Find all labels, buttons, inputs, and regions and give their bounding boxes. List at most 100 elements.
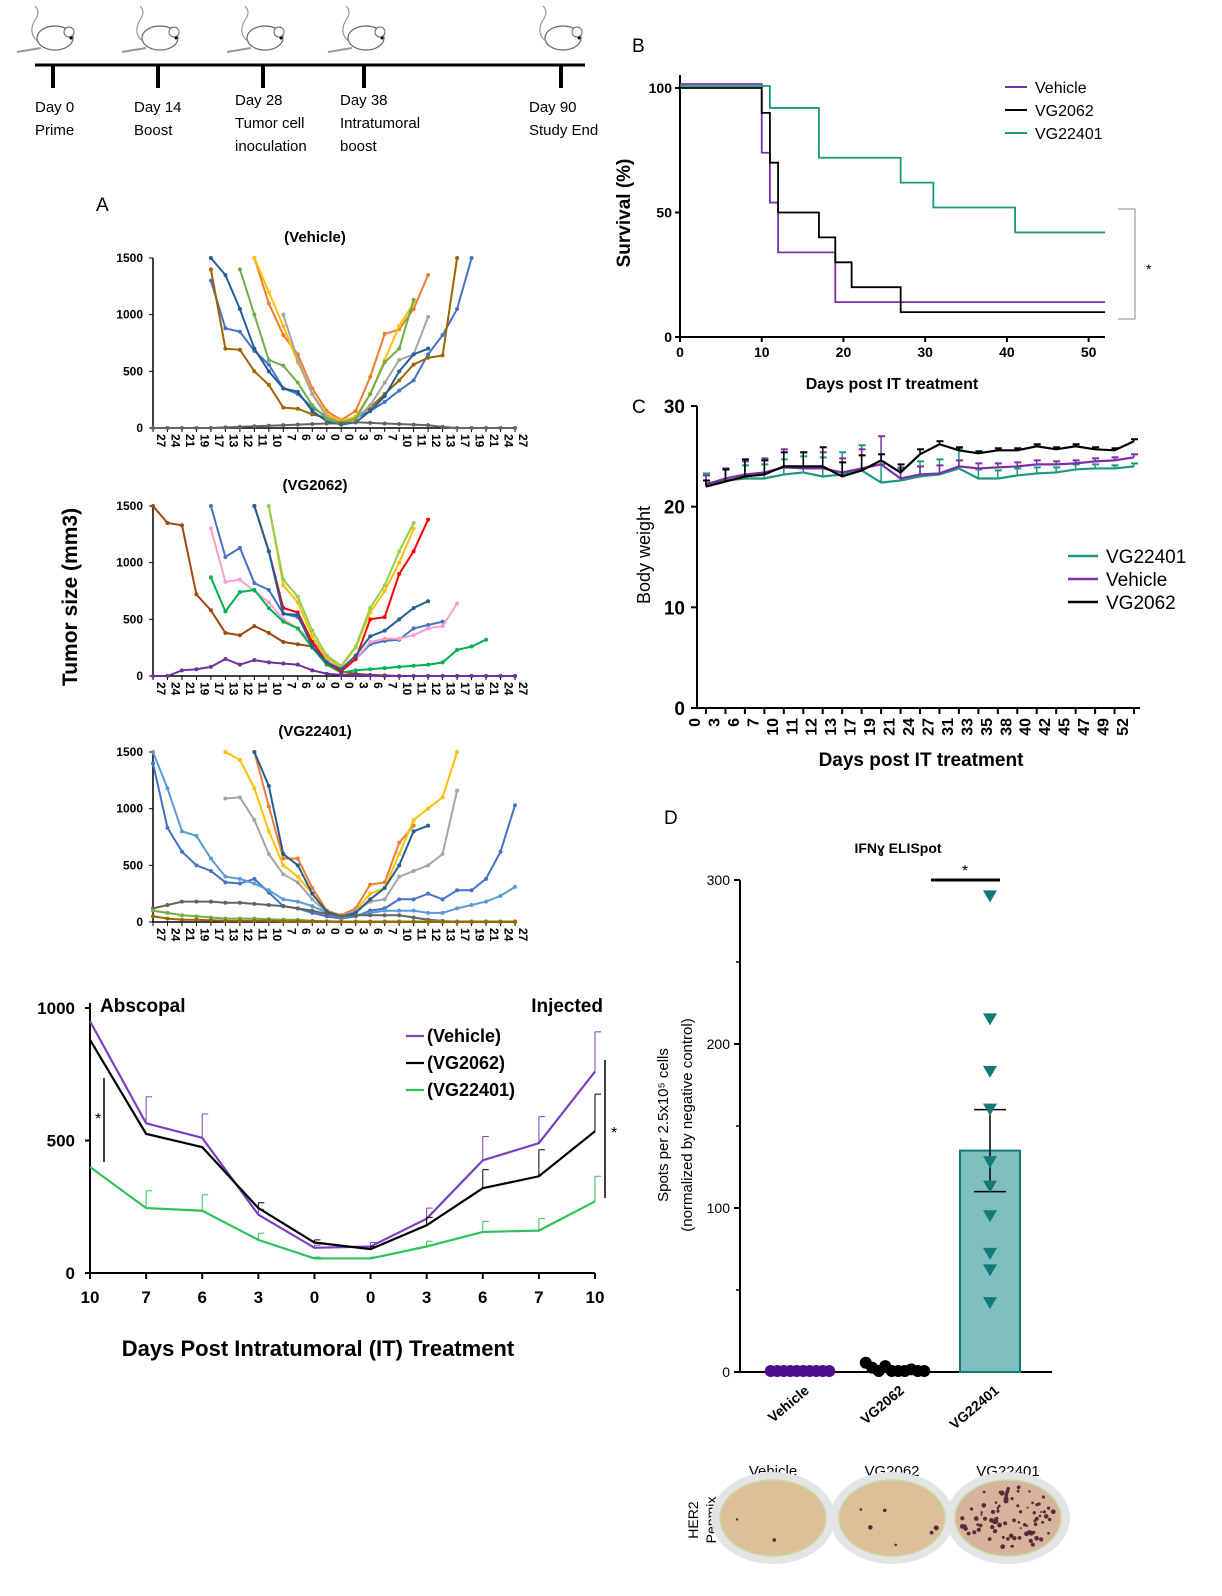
x-tick-label: 27 <box>516 928 530 942</box>
spot <box>1047 1531 1050 1535</box>
survival-curve <box>680 83 1105 304</box>
x-tick-label: 21 <box>183 682 197 696</box>
tumor-point <box>295 874 300 879</box>
tumor-point <box>281 423 286 428</box>
x-tick-label: 0 <box>328 682 342 689</box>
y-tick-label: 1500 <box>116 251 143 265</box>
tumor-series-line <box>153 421 515 429</box>
x-tick-label: 0 <box>676 344 684 360</box>
tumor-point <box>513 426 517 430</box>
x-tick-label: 24 <box>502 682 516 696</box>
tumor-point <box>339 663 344 668</box>
tumor-point <box>266 918 271 923</box>
panel-label-b: B <box>632 36 645 57</box>
tumor-point <box>252 750 257 754</box>
tumor-point <box>295 612 300 617</box>
tumor-point <box>310 891 315 896</box>
tumor-point <box>397 863 402 868</box>
tumor-point <box>266 358 271 362</box>
x-tick-label: 7 <box>284 434 298 441</box>
tumor-point <box>368 409 373 413</box>
y-tick-label: 30 <box>664 397 685 418</box>
x-tick-label: 10 <box>270 928 284 942</box>
x-tick-label: 3 <box>313 928 327 935</box>
x-tick-label: 19 <box>197 682 211 696</box>
tumor-point <box>324 912 329 917</box>
tumor-point <box>223 273 228 277</box>
tumor-point <box>411 606 416 610</box>
tumor-point <box>237 590 242 595</box>
tumor-point <box>411 869 416 873</box>
tumor-point <box>237 881 242 886</box>
tumor-point <box>295 642 300 647</box>
legend-label: Vehicle <box>1106 570 1167 591</box>
x-tick-label: 10 <box>765 718 782 736</box>
spot <box>1039 1537 1044 1542</box>
tumor-point <box>266 423 271 428</box>
tumor-point <box>194 833 199 838</box>
x-tick-label: 3 <box>422 1288 431 1307</box>
tumor-point <box>266 903 271 907</box>
x-tick-label: 19 <box>473 928 487 942</box>
tumor-point <box>382 360 387 365</box>
tumor-point <box>426 674 431 678</box>
tumor-point <box>223 609 228 614</box>
tumor-point <box>382 399 387 404</box>
timeline-day: Day 38 <box>340 92 388 109</box>
y-tick-label: 1500 <box>116 499 143 513</box>
tumor-point <box>194 917 199 922</box>
tumor-point <box>513 674 517 678</box>
tumor-point <box>411 526 416 531</box>
tumor-point <box>353 416 358 421</box>
x-tick-label: 50 <box>1081 344 1097 360</box>
x-tick-label: 0 <box>342 434 356 441</box>
tumor-point <box>397 852 402 856</box>
tumor-point <box>455 307 460 311</box>
tumor-point <box>368 606 373 610</box>
tumor-point <box>368 897 373 902</box>
weight-series-line <box>705 440 1135 488</box>
tumor-point <box>252 256 257 260</box>
x-tick-label: 3 <box>357 434 371 441</box>
tumor-point <box>281 640 286 644</box>
tumor-point <box>440 353 445 358</box>
tumor-point <box>368 403 373 408</box>
tumor-point <box>237 757 242 762</box>
tumor-point <box>194 899 199 904</box>
x-tick-label: 13 <box>444 434 458 448</box>
tumor-series-line <box>253 257 415 423</box>
legend-label: VG22401 <box>1106 547 1186 568</box>
tumor-point <box>440 852 445 856</box>
tumor-point <box>310 919 315 924</box>
timeline-day: Day 0 <box>35 99 74 116</box>
x-tick-label: 21 <box>183 434 197 448</box>
tumor-point <box>397 572 402 576</box>
spot <box>1025 1524 1029 1528</box>
x-tick-label: 0 <box>687 718 704 727</box>
tumor-point <box>208 575 213 580</box>
mouse-eye <box>279 36 283 40</box>
x-tick-label: 49 <box>1096 718 1113 736</box>
tumor-point <box>382 589 387 593</box>
y-tick-label: 500 <box>123 612 143 626</box>
timeline-day: Day 90 <box>529 99 577 116</box>
annotation-injected: Injected <box>531 996 603 1017</box>
row-label: HER2 <box>685 1501 701 1539</box>
y-tick-label: 1000 <box>37 999 75 1018</box>
tumor-point <box>484 899 489 904</box>
spot <box>1042 1510 1046 1514</box>
spot <box>1010 1497 1014 1501</box>
tumor-series-line <box>209 528 458 671</box>
legend-label: VG2062 <box>1035 103 1094 120</box>
tumor-point <box>295 856 300 861</box>
x-tick-label: 0 <box>328 434 342 441</box>
tumor-point <box>223 346 228 351</box>
tumor-series-line <box>209 505 443 671</box>
tumor-series-line <box>253 505 430 673</box>
x-tick-label: 13 <box>444 682 458 696</box>
tumor-point <box>426 662 431 667</box>
y-tick-label: 1000 <box>116 308 143 322</box>
tumor-point <box>368 920 373 924</box>
spot <box>1026 1506 1029 1509</box>
tumor-point <box>469 903 474 907</box>
